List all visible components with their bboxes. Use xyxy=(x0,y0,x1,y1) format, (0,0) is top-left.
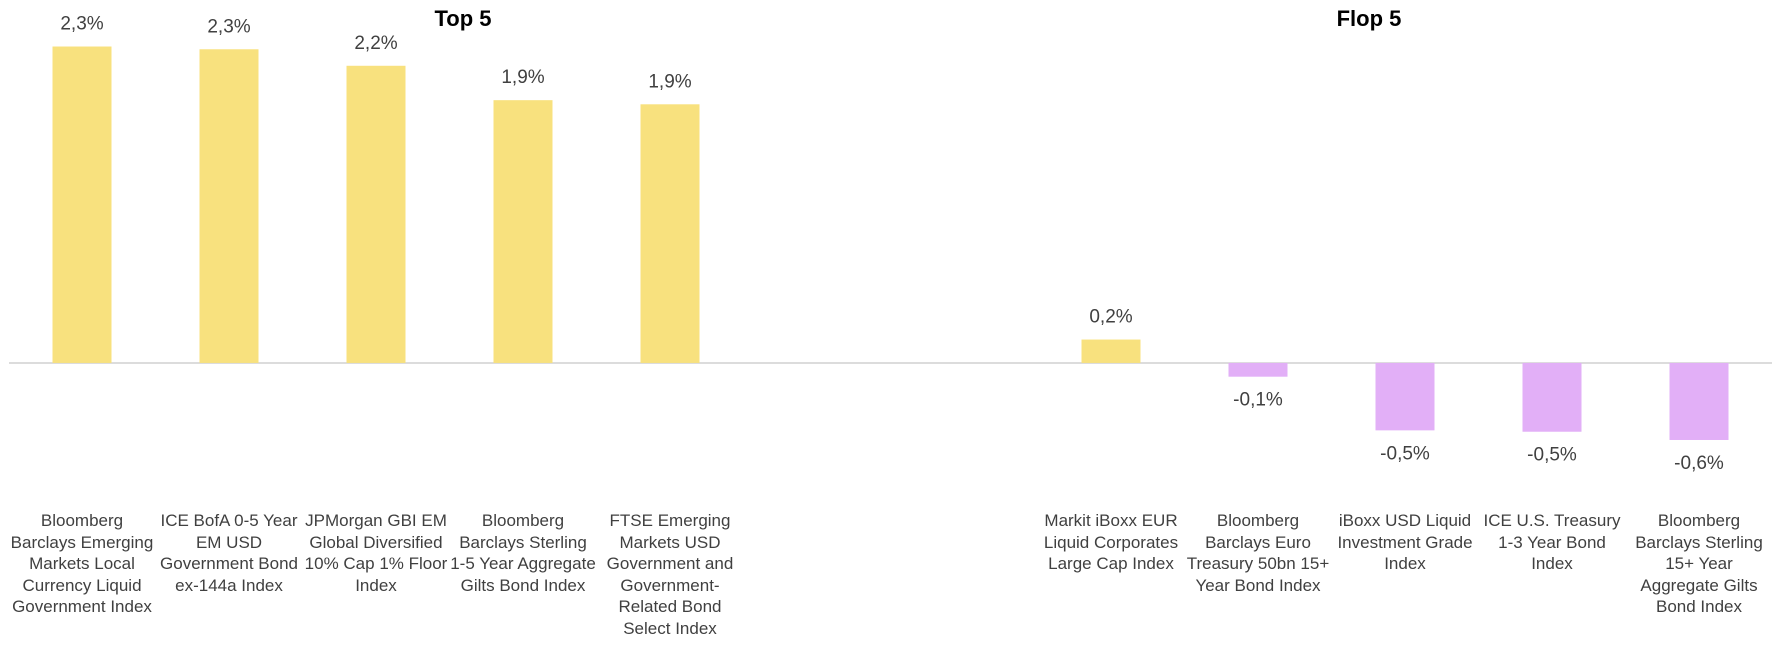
category-label: FTSE Emerging Markets USD Government and… xyxy=(606,511,734,638)
value-label: -0,1% xyxy=(1233,390,1283,411)
category-label: ICE U.S. Treasury 1-3 Year Bond Index xyxy=(1483,511,1621,573)
bar xyxy=(1228,362,1288,377)
bar xyxy=(1081,339,1141,363)
chart-title: Top 5 xyxy=(434,6,491,31)
value-label: 1,9% xyxy=(648,71,691,92)
bar xyxy=(1522,362,1582,432)
category-label: Bloomberg Barclays Emerging Markets Loca… xyxy=(10,511,154,616)
bar xyxy=(346,65,406,363)
category-label: Bloomberg Barclays Euro Treasury 50bn 15… xyxy=(1186,511,1330,595)
bar xyxy=(640,104,700,363)
value-label: -0,5% xyxy=(1380,443,1430,464)
value-label: 2,3% xyxy=(60,14,103,35)
value-label: 2,3% xyxy=(207,16,250,37)
value-label: 2,2% xyxy=(354,33,397,54)
category-label: ICE BofA 0-5 Year EM USD Government Bond… xyxy=(160,511,298,595)
value-label: -0,6% xyxy=(1674,453,1724,474)
chart-title: Flop 5 xyxy=(1337,6,1402,31)
category-label: Markit iBoxx EUR Liquid Corporates Large… xyxy=(1043,511,1179,573)
bar xyxy=(52,46,112,363)
value-label: 1,9% xyxy=(501,67,544,88)
value-label: 0,2% xyxy=(1089,307,1132,328)
category-label: iBoxx USD Liquid Investment Grade Index xyxy=(1337,511,1473,573)
bar xyxy=(493,100,553,363)
category-label: Bloomberg Barclays Sterling 15+ Year Agg… xyxy=(1635,511,1763,616)
category-label: JPMorgan GBI EM Global Diversified 10% C… xyxy=(304,511,448,595)
category-label: Bloomberg Barclays Sterling 1-5 Year Agg… xyxy=(450,511,596,595)
value-label: -0,5% xyxy=(1527,445,1577,466)
bar xyxy=(1669,362,1729,440)
bar xyxy=(199,49,259,363)
bar xyxy=(1375,362,1435,431)
